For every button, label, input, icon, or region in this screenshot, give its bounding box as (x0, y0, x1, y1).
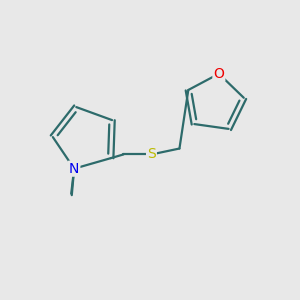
Text: S: S (147, 147, 156, 161)
Text: O: O (213, 67, 224, 81)
Text: N: N (69, 162, 79, 176)
